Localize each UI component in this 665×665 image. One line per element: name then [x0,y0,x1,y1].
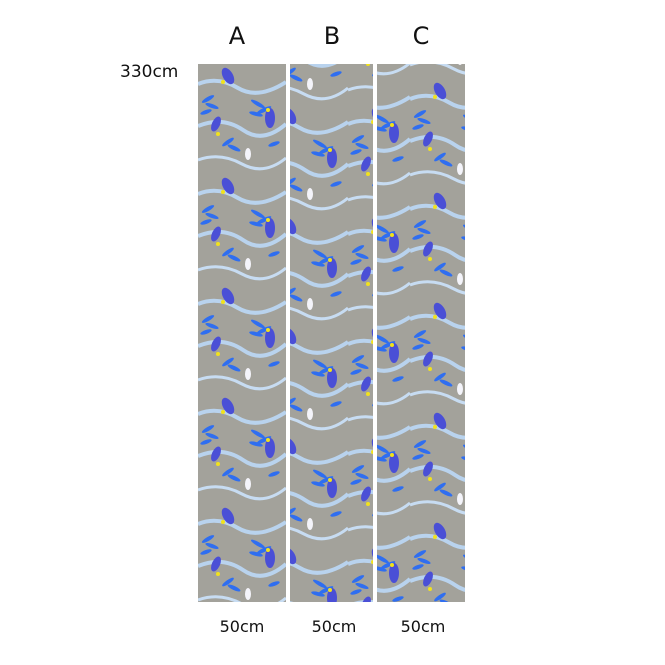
panel-a-width: 50cm [219,617,265,636]
panel-c-label: C [412,22,430,50]
panel-b-label: B [323,22,341,50]
wallpaper-panel-a [198,64,286,602]
height-label: 330cm [120,62,179,82]
wallpaper-panel-b [290,64,373,602]
panel-b-width: 50cm [311,617,357,636]
wallpaper-panel-c [377,64,465,602]
panel-a-label: A [228,22,246,50]
panel-c-width: 50cm [400,617,446,636]
